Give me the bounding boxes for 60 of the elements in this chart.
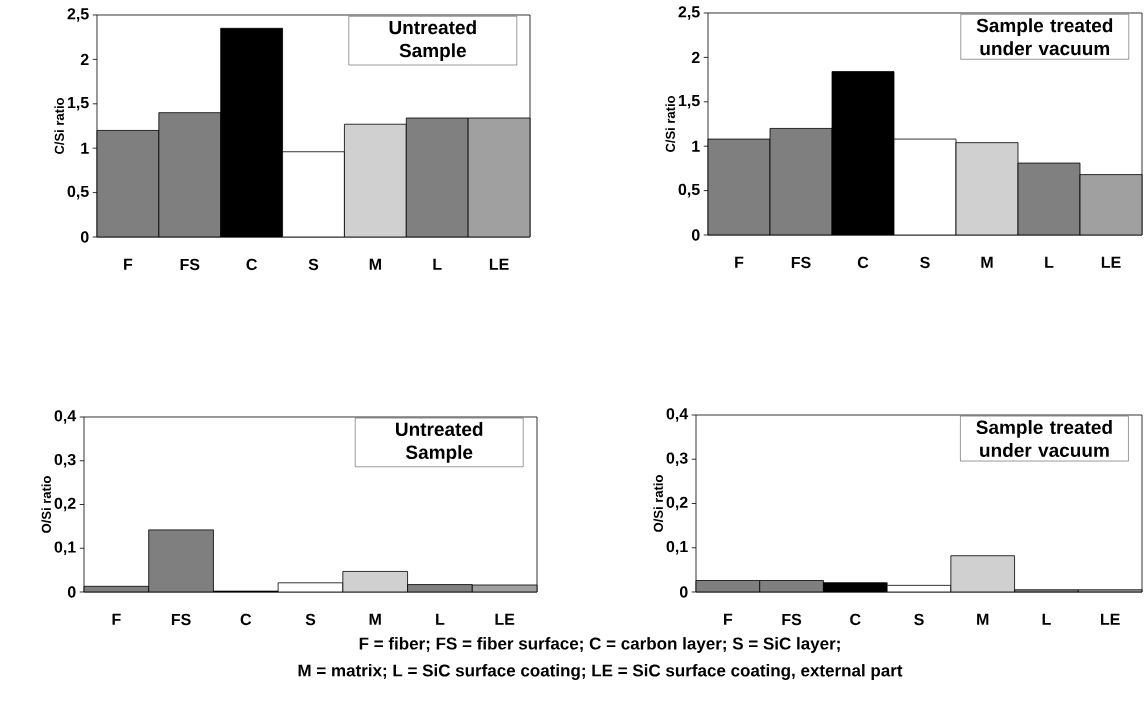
- y-tick-label: 0,2: [666, 496, 688, 511]
- y-tick-label: 2,5: [678, 6, 700, 20]
- x-tick-label: LE: [1101, 256, 1121, 268]
- text: Untreated Sample: [389, 20, 476, 62]
- text: Sample treated under vacuum: [976, 18, 1113, 56]
- x-tick-label: C: [850, 613, 861, 626]
- y-tick-label: 0: [691, 229, 700, 241]
- x-tick-label: C: [240, 613, 252, 626]
- y-tick-label: 2: [691, 51, 700, 63]
- x-tick-label: LE: [1100, 613, 1120, 625]
- x-tick-label: F: [124, 258, 133, 270]
- y-tick-label: 0,4: [666, 408, 689, 422]
- y-axis-title: O/Si ratio: [653, 475, 664, 532]
- y-tick-label: 1: [692, 140, 700, 152]
- x-tick-label: FS: [791, 256, 811, 269]
- text: M = matrix; L = SiC surface coating; LE = SiC surface coating, external part: [298, 664, 903, 680]
- y-tick-label: 1,5: [67, 97, 89, 111]
- y-tick-label: 0,3: [666, 452, 688, 467]
- x-tick-label: C: [246, 258, 257, 271]
- x-tick-label: C: [857, 256, 869, 269]
- x-tick-label: LE: [489, 258, 509, 270]
- y-tick-label: 1,5: [678, 95, 700, 109]
- x-tick-label: L: [436, 613, 445, 625]
- y-tick-label: 0,2: [54, 497, 76, 512]
- y-axis-title: C/Si ratio: [665, 95, 676, 152]
- text: Sample treated under vacuum: [976, 420, 1112, 458]
- y-tick-label: 0,1: [666, 540, 688, 555]
- x-tick-label: LE: [495, 613, 515, 625]
- x-tick-label: S: [914, 613, 924, 626]
- x-tick-label: FS: [180, 258, 200, 271]
- x-tick-label: M: [981, 256, 993, 268]
- y-tick-label: 0: [80, 231, 89, 243]
- x-tick-label: F: [735, 256, 744, 268]
- x-tick-label: L: [1042, 613, 1051, 625]
- y-tick-label: 0: [679, 586, 688, 598]
- y-tick-label: 0,5: [67, 185, 89, 200]
- x-tick-label: L: [433, 258, 442, 270]
- y-tick-label: 1: [81, 142, 89, 154]
- text: Untreated Sample: [396, 422, 483, 463]
- y-tick-label: 0: [67, 586, 76, 598]
- y-axis-title: O/Si ratio: [41, 476, 52, 533]
- y-tick-label: 0,5: [678, 183, 700, 198]
- x-tick-label: S: [308, 258, 319, 271]
- x-tick-label: FS: [782, 613, 802, 626]
- x-tick-label: M: [369, 613, 381, 625]
- x-tick-label: F: [112, 613, 121, 625]
- x-tick-label: S: [920, 256, 930, 269]
- x-tick-label: M: [977, 613, 989, 625]
- y-axis-title: C/Si ratio: [54, 97, 65, 154]
- x-tick-label: S: [305, 613, 316, 626]
- y-tick-label: 0,3: [54, 453, 76, 468]
- x-tick-label: L: [1045, 256, 1054, 268]
- text: F = fiber; FS = fiber surface; C = carbon layer; S = SiC layer;: [359, 637, 840, 653]
- x-tick-label: F: [724, 613, 733, 625]
- x-tick-label: M: [369, 258, 381, 270]
- y-tick-label: 0,4: [54, 410, 77, 424]
- y-tick-label: 2,5: [67, 8, 89, 22]
- y-tick-label: 0,1: [54, 541, 76, 556]
- x-tick-label: FS: [171, 613, 191, 626]
- y-tick-label: 2: [80, 53, 89, 65]
